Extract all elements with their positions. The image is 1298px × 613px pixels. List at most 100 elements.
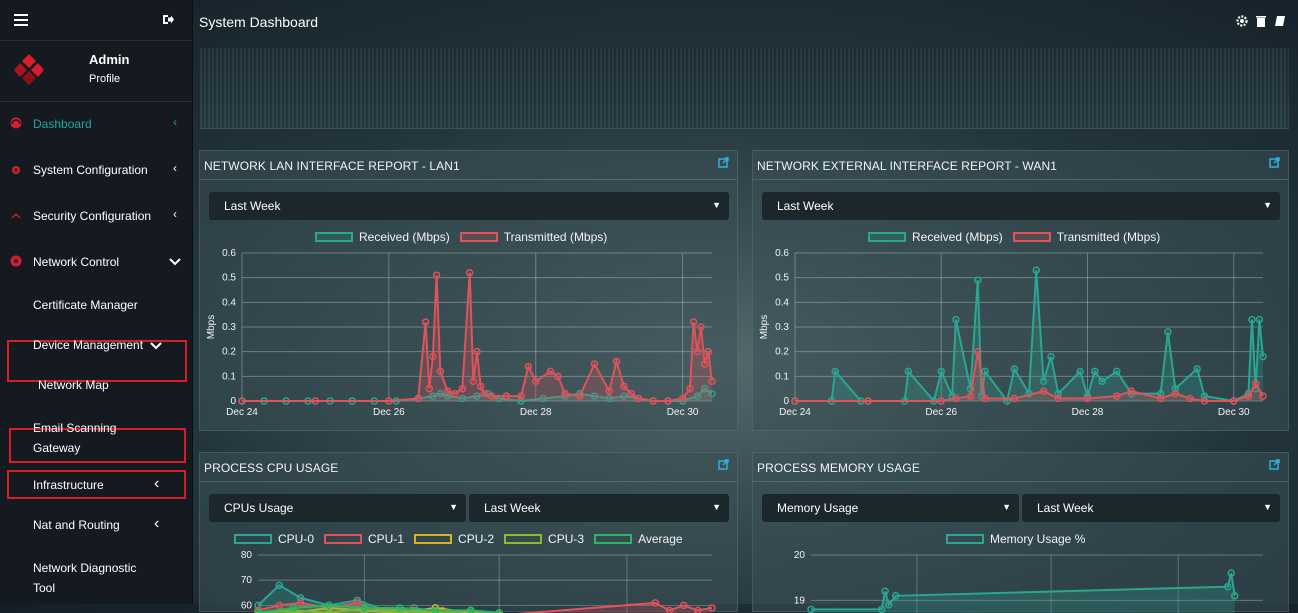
data-point[interactable] bbox=[421, 318, 430, 326]
data-point[interactable] bbox=[429, 392, 437, 400]
data-point[interactable] bbox=[1230, 397, 1238, 405]
data-point[interactable] bbox=[1227, 569, 1235, 577]
data-point[interactable] bbox=[576, 392, 584, 400]
data-point[interactable] bbox=[1255, 315, 1264, 324]
data-point[interactable] bbox=[539, 394, 547, 403]
data-point[interactable] bbox=[1171, 389, 1179, 398]
data-point[interactable] bbox=[436, 367, 445, 376]
metric-select[interactable]: Memory Usage ▼ bbox=[762, 494, 1019, 522]
metric-select[interactable]: CPUs Usage ▼ bbox=[209, 494, 466, 522]
external-link-icon[interactable] bbox=[1269, 459, 1280, 470]
data-point[interactable] bbox=[937, 397, 945, 405]
data-point[interactable] bbox=[1259, 392, 1267, 400]
legend-swatch-transmitted[interactable] bbox=[1012, 232, 1051, 242]
data-point[interactable] bbox=[480, 389, 489, 398]
data-point[interactable] bbox=[686, 384, 694, 393]
data-point[interactable] bbox=[620, 382, 628, 390]
data-point[interactable] bbox=[627, 389, 635, 398]
logout-icon[interactable] bbox=[162, 14, 174, 25]
data-point[interactable] bbox=[1156, 389, 1165, 398]
data-point[interactable] bbox=[693, 392, 702, 400]
data-point[interactable] bbox=[554, 372, 562, 381]
legend-swatch-cpu-0[interactable] bbox=[234, 534, 272, 544]
legend-swatch-cpu-1[interactable] bbox=[324, 534, 363, 544]
data-point[interactable] bbox=[443, 387, 452, 395]
data-point[interactable] bbox=[1171, 384, 1179, 393]
data-point[interactable] bbox=[1032, 266, 1041, 275]
data-point[interactable] bbox=[1156, 394, 1165, 403]
data-point[interactable] bbox=[1200, 397, 1209, 405]
external-link-icon[interactable] bbox=[718, 459, 729, 470]
data-point[interactable] bbox=[649, 397, 657, 405]
data-point[interactable] bbox=[1193, 365, 1201, 373]
data-point[interactable] bbox=[561, 389, 569, 398]
data-point[interactable] bbox=[296, 594, 305, 602]
data-point[interactable] bbox=[476, 382, 485, 390]
legend-swatch-cpu-3[interactable] bbox=[504, 534, 543, 544]
data-point[interactable] bbox=[524, 362, 533, 371]
data-point[interactable] bbox=[831, 367, 839, 376]
legend-swatch-memory[interactable] bbox=[946, 534, 984, 544]
data-point[interactable] bbox=[546, 367, 555, 376]
book-icon[interactable] bbox=[1274, 15, 1286, 27]
data-point[interactable] bbox=[791, 397, 799, 405]
hamburger-menu-icon[interactable] bbox=[14, 14, 28, 26]
data-point[interactable] bbox=[1098, 377, 1106, 386]
data-point[interactable] bbox=[451, 389, 459, 398]
data-point[interactable] bbox=[1076, 367, 1084, 376]
data-point[interactable] bbox=[1083, 394, 1092, 403]
data-point[interactable] bbox=[704, 347, 713, 356]
data-point[interactable] bbox=[708, 377, 716, 386]
data-point[interactable] bbox=[966, 392, 975, 400]
data-point[interactable] bbox=[981, 367, 989, 376]
data-point[interactable] bbox=[1248, 315, 1256, 324]
data-point[interactable] bbox=[590, 360, 599, 368]
gear-icon[interactable] bbox=[1236, 15, 1248, 27]
data-point[interactable] bbox=[974, 347, 982, 356]
legend-swatch-received[interactable] bbox=[315, 232, 353, 242]
data-point[interactable] bbox=[937, 367, 945, 376]
data-point[interactable] bbox=[605, 394, 613, 403]
data-point[interactable] bbox=[1047, 352, 1055, 361]
data-point[interactable] bbox=[458, 394, 467, 403]
data-point[interactable] bbox=[1010, 365, 1019, 373]
data-point[interactable] bbox=[469, 377, 478, 386]
data-point[interactable] bbox=[892, 592, 900, 600]
data-point[interactable] bbox=[458, 384, 467, 393]
data-point[interactable] bbox=[981, 394, 989, 403]
legend-swatch-average[interactable] bbox=[594, 534, 633, 544]
data-point[interactable] bbox=[881, 587, 889, 596]
data-point[interactable] bbox=[487, 392, 496, 400]
data-point[interactable] bbox=[1244, 392, 1253, 400]
data-point[interactable] bbox=[700, 360, 709, 368]
period-select[interactable]: Last Week ▼ bbox=[209, 192, 729, 220]
data-point[interactable] bbox=[385, 397, 393, 405]
data-point[interactable] bbox=[517, 397, 525, 405]
data-point[interactable] bbox=[443, 392, 452, 400]
data-point[interactable] bbox=[974, 276, 982, 284]
data-point[interactable] bbox=[605, 387, 613, 395]
external-link-icon[interactable] bbox=[1269, 157, 1280, 168]
data-point[interactable] bbox=[664, 397, 672, 405]
data-point[interactable] bbox=[425, 384, 434, 393]
data-point[interactable] bbox=[465, 268, 474, 277]
data-point[interactable] bbox=[952, 315, 960, 324]
data-point[interactable] bbox=[1127, 387, 1136, 395]
data-point[interactable] bbox=[1113, 392, 1121, 400]
data-point[interactable] bbox=[1054, 394, 1062, 403]
data-point[interactable] bbox=[436, 389, 445, 398]
data-point[interactable] bbox=[275, 581, 284, 589]
legend-swatch-cpu-2[interactable] bbox=[414, 534, 453, 544]
data-point[interactable] bbox=[700, 384, 709, 393]
data-point[interactable] bbox=[517, 392, 525, 400]
data-point[interactable] bbox=[864, 397, 872, 405]
external-link-icon[interactable] bbox=[718, 157, 729, 168]
data-point[interactable] bbox=[697, 323, 705, 331]
data-point[interactable] bbox=[1010, 394, 1019, 403]
data-point[interactable] bbox=[414, 394, 422, 403]
data-point[interactable] bbox=[473, 392, 481, 400]
data-point[interactable] bbox=[1223, 582, 1232, 591]
data-point[interactable] bbox=[1200, 392, 1209, 400]
data-point[interactable] bbox=[1113, 367, 1121, 376]
period-select[interactable]: Last Week ▼ bbox=[762, 192, 1280, 220]
